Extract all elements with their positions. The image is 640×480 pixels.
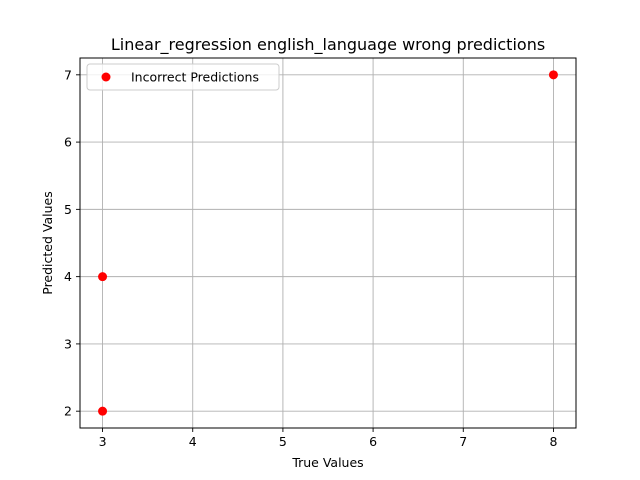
data-point	[548, 70, 558, 80]
data-points	[98, 70, 558, 416]
legend-marker	[101, 72, 111, 82]
y-tick-label: 3	[64, 336, 72, 351]
grid	[80, 58, 576, 428]
data-point	[98, 406, 108, 416]
plot-frame	[79, 57, 577, 429]
y-tick-label: 5	[64, 202, 72, 217]
x-axis-label: True Values	[291, 455, 363, 470]
x-tick-label: 8	[549, 434, 557, 449]
y-tick-label: 6	[64, 135, 72, 150]
y-axis-label: Predicted Values	[40, 191, 55, 295]
axis-ticks: 3 4 5 6 7 8 2 3 4 5 6 7	[64, 67, 557, 449]
legend-box	[86, 63, 280, 91]
legend-label: Incorrect Predictions	[131, 70, 259, 85]
x-tick-label: 7	[459, 434, 467, 449]
y-tick-label: 2	[64, 404, 72, 419]
x-tick-label: 5	[279, 434, 287, 449]
data-point	[98, 272, 108, 282]
y-tick-label: 4	[64, 269, 72, 284]
x-tick-label: 6	[369, 434, 377, 449]
legend: Incorrect Predictions	[86, 63, 280, 91]
chart-title: Linear_regression english_language wrong…	[111, 35, 545, 55]
x-tick-label: 4	[189, 434, 197, 449]
y-tick-label: 7	[64, 67, 72, 82]
x-tick-label: 3	[99, 434, 107, 449]
